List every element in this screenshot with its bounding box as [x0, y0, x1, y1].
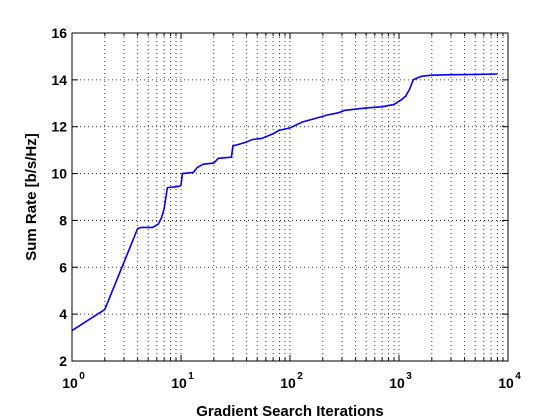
y-tick-label: 4: [59, 306, 67, 322]
y-tick-label: 6: [59, 259, 67, 275]
y-tick-label: 14: [51, 72, 67, 88]
y-tick-label: 10: [51, 166, 67, 182]
series-line: [71, 73, 498, 332]
y-tick-label: 12: [51, 119, 67, 135]
x-tick-base: 10: [389, 375, 405, 391]
x-tick-base: 10: [280, 375, 296, 391]
grid: [72, 33, 508, 361]
x-tick-exponent: 4: [515, 371, 521, 382]
axis-ticks: [71, 32, 508, 362]
x-tick-base: 10: [171, 375, 187, 391]
x-tick-label: 10 0: [62, 371, 85, 391]
x-tick-label: 10 4: [498, 371, 521, 391]
y-axis-title: Sum Rate [b/s/Hz]: [23, 133, 40, 261]
series-layer: [71, 73, 498, 332]
x-tick-label: 10 1: [171, 371, 194, 391]
y-tick-label: 2: [59, 353, 67, 369]
x-tick-exponent: 3: [406, 371, 412, 382]
x-tick-base: 10: [62, 375, 78, 391]
x-tick-base: 10: [498, 375, 514, 391]
x-tick-labels: 10 0 10 1 10 2 10 3 10 4: [62, 371, 521, 391]
x-tick-label: 10 2: [280, 371, 303, 391]
x-tick-exponent: 1: [188, 371, 194, 382]
x-tick-label: 10 3: [389, 371, 412, 391]
x-tick-exponent: 0: [79, 371, 85, 382]
y-tick-labels: 2 4 6 8 10 12 14 16: [51, 25, 67, 369]
x-tick-exponent: 2: [297, 371, 303, 382]
y-tick-label: 16: [51, 25, 67, 41]
x-axis-title: Gradient Search Iterations: [196, 403, 384, 420]
y-tick-label: 8: [59, 212, 67, 228]
